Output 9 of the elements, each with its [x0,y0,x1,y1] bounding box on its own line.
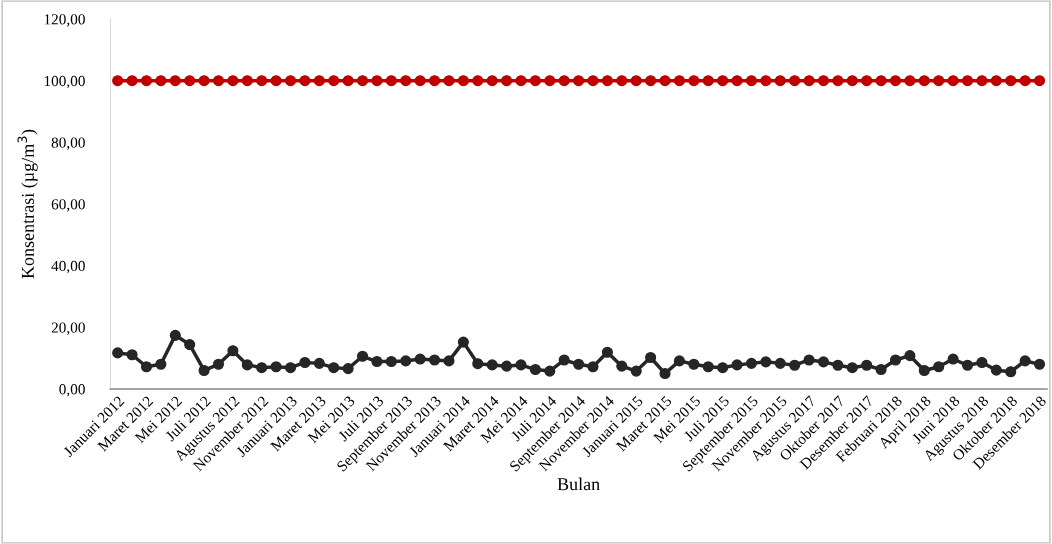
y-axis-title: Konsentrasi (µg/m$^{3}$) [17,129,38,279]
y-tick-label: 40,00 [51,260,85,274]
y-tick-label: 120,00 [44,14,85,27]
y-tick-label: 20,00 [51,322,85,335]
y-tick-label: 0,00 [59,384,85,397]
y-tick-label: 60,00 [51,199,85,212]
y-tick-label: 100,00 [44,75,85,89]
y-tick-label: 80,00 [51,137,85,150]
x-axis-title: Bulan [557,477,600,491]
